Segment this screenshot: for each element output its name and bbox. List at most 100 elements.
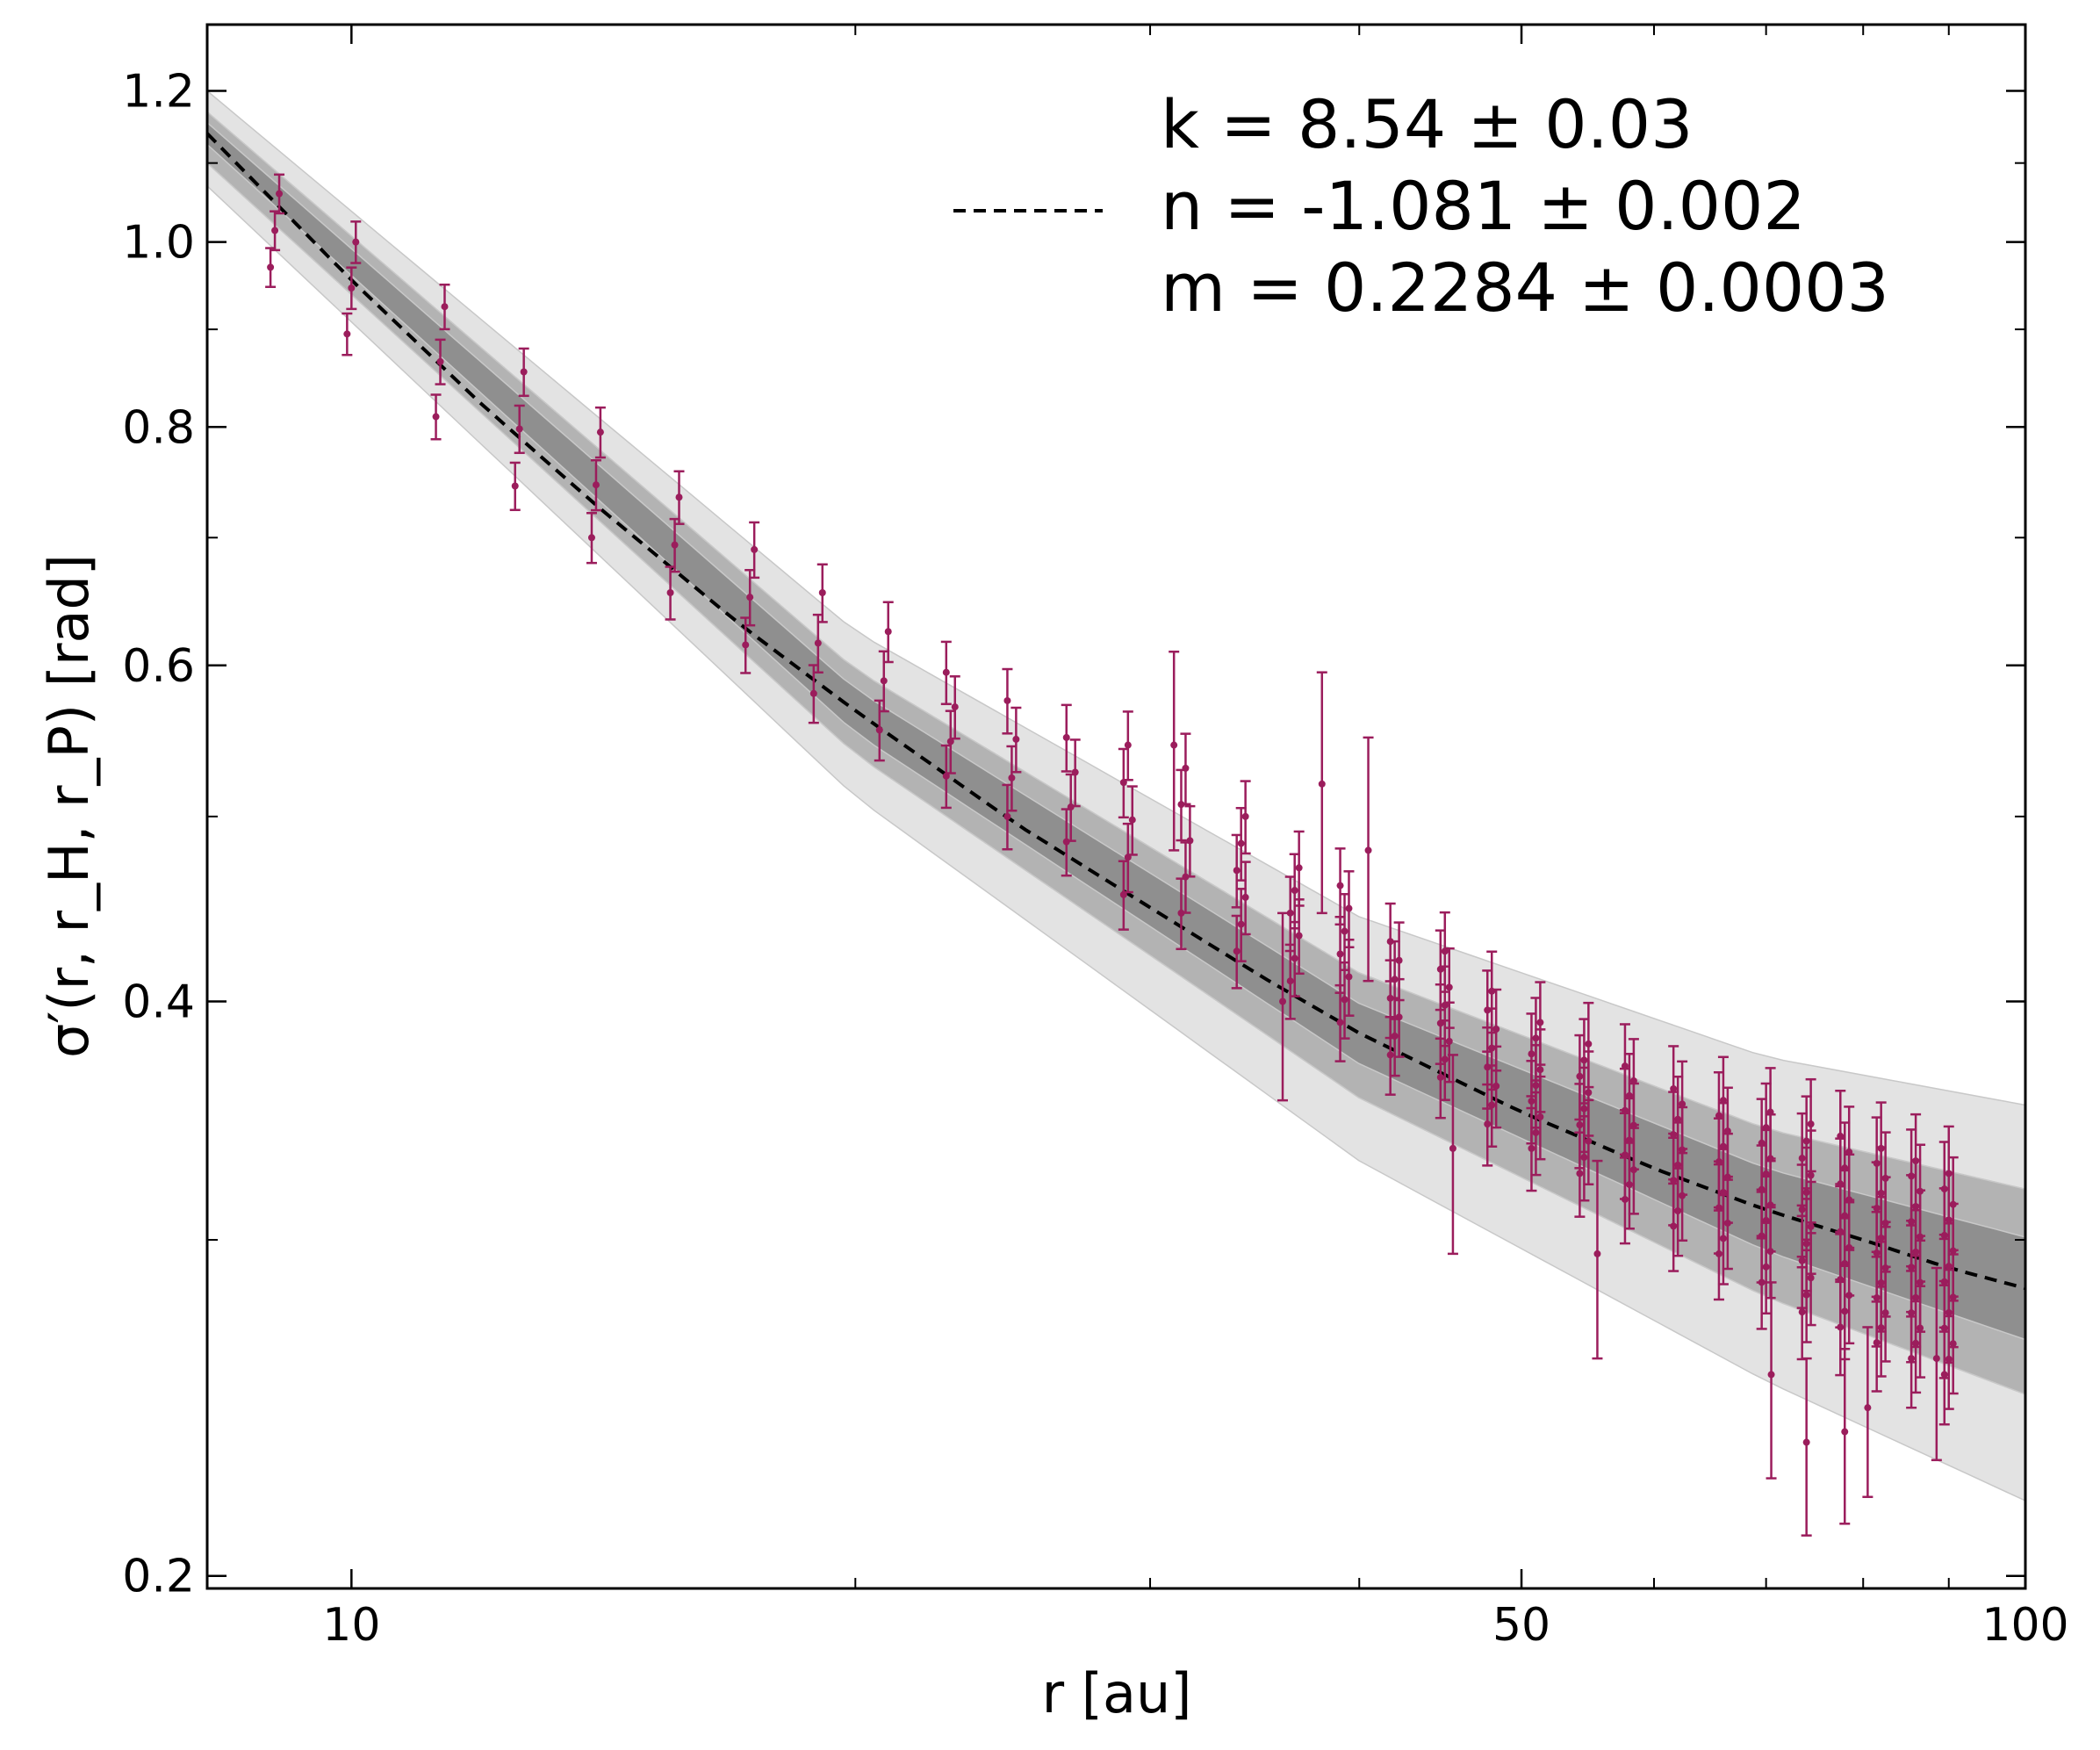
data-marker xyxy=(1233,947,1241,955)
data-marker xyxy=(1877,1144,1885,1152)
data-marker xyxy=(276,190,284,198)
data-marker xyxy=(1802,1291,1810,1299)
data-point-73 xyxy=(1393,921,1405,1002)
data-point-23 xyxy=(816,563,828,623)
data-point-2 xyxy=(274,173,285,215)
data-marker xyxy=(352,238,360,246)
data-point-29 xyxy=(949,675,960,740)
data-marker xyxy=(1345,904,1353,912)
data-marker xyxy=(1336,1019,1344,1026)
data-point-80 xyxy=(1443,947,1455,1029)
data-point-98 xyxy=(1530,997,1542,1082)
data-marker xyxy=(1484,1120,1492,1128)
data-marker xyxy=(441,303,449,311)
data-marker xyxy=(671,541,679,549)
data-marker xyxy=(1802,1438,1810,1446)
data-marker xyxy=(1873,1159,1881,1167)
data-marker xyxy=(1802,1188,1810,1196)
data-point-128 xyxy=(1668,1045,1679,1135)
data-marker xyxy=(1488,1101,1496,1109)
data-point-10 xyxy=(514,404,525,455)
data-marker xyxy=(1445,1037,1453,1045)
data-point-26 xyxy=(882,601,894,664)
data-point-67 xyxy=(1334,847,1346,926)
data-point-32 xyxy=(1006,745,1018,812)
data-marker xyxy=(675,493,683,501)
x-axis-label: r [au] xyxy=(1042,1661,1192,1725)
data-marker xyxy=(1012,735,1020,743)
data-marker xyxy=(343,330,351,338)
data-marker xyxy=(1003,812,1011,820)
data-point-7 xyxy=(435,338,446,385)
y-tick-label: 1.2 xyxy=(122,66,195,119)
data-marker xyxy=(1585,1089,1593,1097)
data-marker xyxy=(742,641,750,649)
data-marker xyxy=(1295,864,1303,872)
data-point-108 xyxy=(1583,1001,1594,1089)
data-marker xyxy=(1445,983,1453,991)
data-marker xyxy=(814,639,822,647)
data-point-204 xyxy=(1910,1113,1922,1212)
data-marker xyxy=(1576,1072,1584,1080)
data-marker xyxy=(1345,973,1353,981)
data-marker xyxy=(1124,741,1132,749)
data-marker xyxy=(1864,1404,1872,1412)
data-point-46 xyxy=(1184,804,1196,878)
x-tick-label: 10 xyxy=(322,1599,380,1652)
data-marker xyxy=(1580,1154,1588,1162)
data-point-190 xyxy=(1875,1101,1887,1199)
data-marker xyxy=(1295,932,1303,940)
x-tick-label: 50 xyxy=(1492,1599,1550,1652)
data-point-17 xyxy=(673,470,685,525)
y-tick-label: 0.4 xyxy=(122,976,195,1028)
data-marker xyxy=(1585,1040,1593,1048)
data-marker xyxy=(592,481,600,489)
data-point-37 xyxy=(1069,738,1081,808)
data-marker xyxy=(946,738,954,745)
data-marker xyxy=(1071,768,1079,776)
data-marker xyxy=(1580,1105,1588,1113)
data-marker xyxy=(348,284,356,292)
data-marker xyxy=(1233,867,1241,875)
y-tick-label: 0.6 xyxy=(122,640,195,693)
data-point-43 xyxy=(1122,710,1133,781)
data-point-30 xyxy=(940,640,952,706)
data-marker xyxy=(1492,1026,1500,1033)
data-marker xyxy=(1003,696,1011,704)
data-marker xyxy=(1436,1019,1444,1027)
data-marker xyxy=(1532,1082,1540,1090)
data-marker xyxy=(1932,1355,1940,1363)
data-point-6 xyxy=(430,393,442,441)
data-marker xyxy=(1536,1066,1544,1074)
data-point-20 xyxy=(749,521,760,580)
data-marker xyxy=(1625,1091,1633,1099)
data-marker xyxy=(1912,1157,1920,1165)
data-marker xyxy=(1949,1200,1957,1208)
data-marker xyxy=(1802,1137,1810,1145)
data-marker xyxy=(1291,954,1298,962)
data-marker xyxy=(1945,1170,1953,1177)
data-marker xyxy=(1841,1428,1849,1436)
data-marker xyxy=(1798,1308,1806,1316)
data-marker xyxy=(432,413,440,421)
data-marker xyxy=(1845,1149,1853,1156)
data-marker xyxy=(1807,1171,1815,1179)
data-marker xyxy=(596,428,604,436)
data-marker xyxy=(1802,1240,1810,1248)
data-point-5 xyxy=(350,220,362,264)
data-point-216 xyxy=(1947,1156,1959,1256)
data-marker xyxy=(1807,1274,1815,1282)
data-marker xyxy=(1807,1222,1815,1230)
data-marker xyxy=(1241,812,1249,820)
data-marker xyxy=(1528,1144,1535,1152)
data-point-31 xyxy=(1002,783,1013,851)
data-marker xyxy=(1798,1155,1806,1163)
data-point-139 xyxy=(1717,1055,1729,1148)
data-marker xyxy=(1766,1108,1774,1116)
data-marker xyxy=(1441,1001,1449,1009)
data-point-74 xyxy=(1384,902,1396,983)
data-marker xyxy=(1837,1132,1845,1140)
data-marker xyxy=(1341,996,1348,1004)
data-marker xyxy=(1008,774,1016,781)
